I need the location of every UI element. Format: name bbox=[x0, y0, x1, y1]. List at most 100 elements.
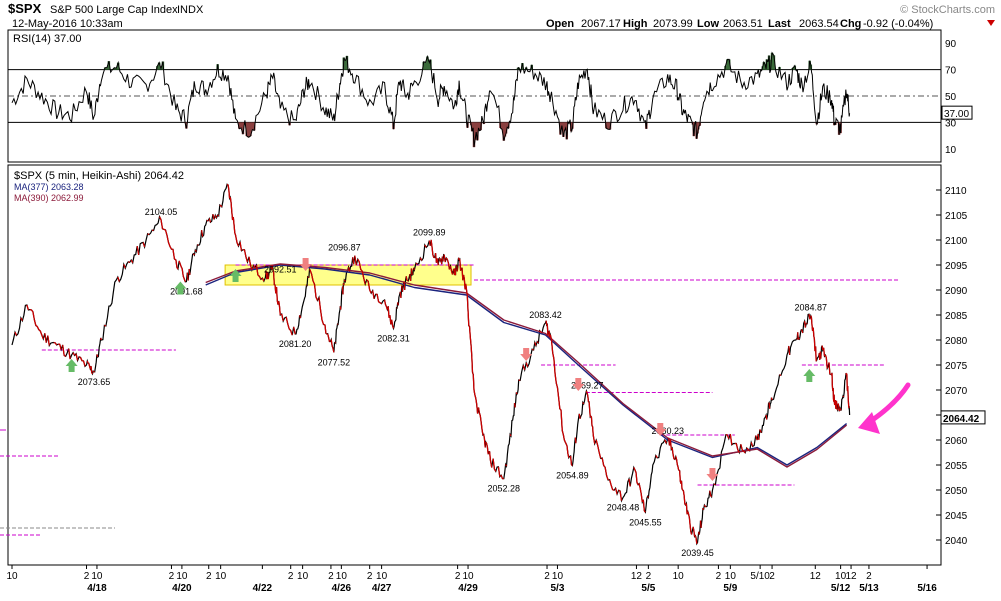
price-down-tick bbox=[548, 331, 551, 337]
price-down-tick bbox=[59, 344, 62, 350]
price-down-tick bbox=[278, 300, 281, 307]
rsi-panel: RSI(14) 37.00 90 70 50 30 10 37.00 bbox=[7, 29, 973, 163]
price-down-tick bbox=[483, 438, 486, 448]
price-down-tick bbox=[130, 259, 134, 264]
price-down-tick bbox=[164, 229, 168, 236]
price-down-tick bbox=[740, 444, 743, 451]
price-tick-label: 2080 bbox=[945, 336, 968, 347]
price-down-tick bbox=[261, 277, 265, 282]
symbol: $SPX bbox=[8, 1, 42, 16]
time-tick-label: 2 bbox=[206, 571, 212, 582]
rsi-tick-label: 70 bbox=[945, 66, 957, 77]
price-down-tick bbox=[483, 434, 486, 439]
rsi-tick-label: 30 bbox=[945, 118, 957, 129]
price-down-tick bbox=[228, 189, 231, 199]
dropdown-icon[interactable] bbox=[987, 20, 995, 26]
price-down-tick bbox=[257, 274, 260, 277]
price-down-tick bbox=[603, 465, 606, 468]
price-down-tick bbox=[227, 184, 230, 190]
price-down-tick bbox=[515, 392, 518, 395]
price-down-tick bbox=[459, 259, 462, 271]
price-axis: 2110210521002095209020852080207520702065… bbox=[936, 186, 986, 547]
price-tick-label: 2070 bbox=[945, 386, 968, 397]
price-down-tick bbox=[332, 348, 335, 353]
price-down-tick bbox=[588, 401, 591, 410]
price-down-tick bbox=[180, 266, 183, 270]
price-down-tick bbox=[236, 242, 240, 247]
time-tick-label: 10 bbox=[176, 571, 188, 582]
price-down-tick bbox=[812, 327, 815, 336]
price-down-tick bbox=[477, 407, 481, 413]
price-down-tick bbox=[470, 344, 473, 356]
price-down-tick bbox=[443, 254, 446, 263]
price-down-tick bbox=[88, 363, 91, 367]
price-down-tick bbox=[363, 277, 366, 285]
price-down-tick bbox=[200, 230, 204, 237]
price-down-tick bbox=[546, 324, 549, 336]
legend: $SPX (5 min, Heikin-Ashi) 2064.42 MA(377… bbox=[14, 170, 184, 203]
price-down-tick bbox=[677, 469, 680, 471]
price-down-tick bbox=[352, 257, 355, 265]
price-down-tick bbox=[709, 490, 712, 496]
price-down-tick bbox=[636, 482, 639, 485]
price-down-tick bbox=[248, 256, 252, 266]
price-down-tick bbox=[479, 415, 482, 423]
price-down-tick bbox=[452, 268, 456, 276]
price-annotation: 2091.68 bbox=[170, 287, 203, 297]
price-annotation: 2039.45 bbox=[681, 548, 714, 558]
price-down-tick bbox=[713, 483, 716, 486]
ma390-line bbox=[205, 263, 848, 468]
price-down-tick bbox=[397, 302, 399, 306]
price-down-tick bbox=[566, 445, 569, 454]
price-down-tick bbox=[466, 295, 469, 311]
time-tick-label: 10 bbox=[297, 571, 309, 582]
price-down-tick bbox=[564, 441, 567, 445]
price-down-tick bbox=[486, 443, 489, 448]
open-value: 2067.17 bbox=[581, 18, 621, 30]
date-label: 4/26 bbox=[332, 583, 352, 594]
time-tick-label: 10 bbox=[673, 571, 685, 582]
time-tick-label: 12 bbox=[810, 571, 822, 582]
price-down-tick bbox=[563, 439, 566, 443]
price-down-tick bbox=[592, 434, 596, 444]
price-down-tick bbox=[562, 434, 565, 440]
price-down-tick bbox=[182, 275, 185, 280]
price-down-tick bbox=[357, 258, 360, 263]
price-down-tick bbox=[509, 434, 512, 437]
price-down-tick bbox=[232, 216, 235, 226]
price-down-tick bbox=[271, 264, 274, 271]
price-down-tick bbox=[578, 413, 581, 419]
price-down-tick bbox=[461, 268, 464, 281]
price-down-tick bbox=[446, 259, 449, 264]
price-down-tick bbox=[554, 373, 557, 384]
date-label: 4/27 bbox=[372, 583, 392, 594]
price-down-tick bbox=[463, 278, 466, 290]
price-down-tick bbox=[288, 328, 292, 331]
price-down-tick bbox=[834, 400, 837, 409]
high-value: 2073.99 bbox=[653, 18, 693, 30]
price-down-tick bbox=[808, 314, 811, 320]
price-down-tick bbox=[839, 408, 842, 411]
price-down-tick bbox=[75, 353, 79, 361]
price-down-tick bbox=[676, 464, 679, 467]
legend-ma390: MA(390) 2062.99 bbox=[14, 193, 84, 203]
price-annotation: 2092.51 bbox=[264, 264, 297, 274]
price-down-tick bbox=[255, 264, 259, 276]
price-down-tick bbox=[682, 490, 685, 496]
price-down-tick bbox=[389, 315, 392, 325]
rsi-tick-label: 10 bbox=[945, 145, 957, 156]
last-price-label: 2064.42 bbox=[943, 414, 980, 425]
price-down-tick bbox=[682, 489, 684, 492]
price-down-tick bbox=[163, 228, 166, 231]
price-down-tick bbox=[473, 389, 476, 396]
price-down-tick bbox=[735, 443, 739, 450]
time-tick-label: 2 bbox=[866, 571, 872, 582]
buy-arrow-icon bbox=[229, 269, 242, 282]
price-down-tick bbox=[188, 268, 191, 275]
price-down-tick bbox=[640, 493, 643, 503]
callout-arrowhead-icon bbox=[858, 412, 880, 434]
price-annotation: 2081.20 bbox=[279, 339, 312, 349]
sell-arrow-icon bbox=[706, 468, 719, 481]
price-down-tick bbox=[367, 281, 371, 291]
rsi-current-label: 37.00 bbox=[944, 109, 969, 120]
